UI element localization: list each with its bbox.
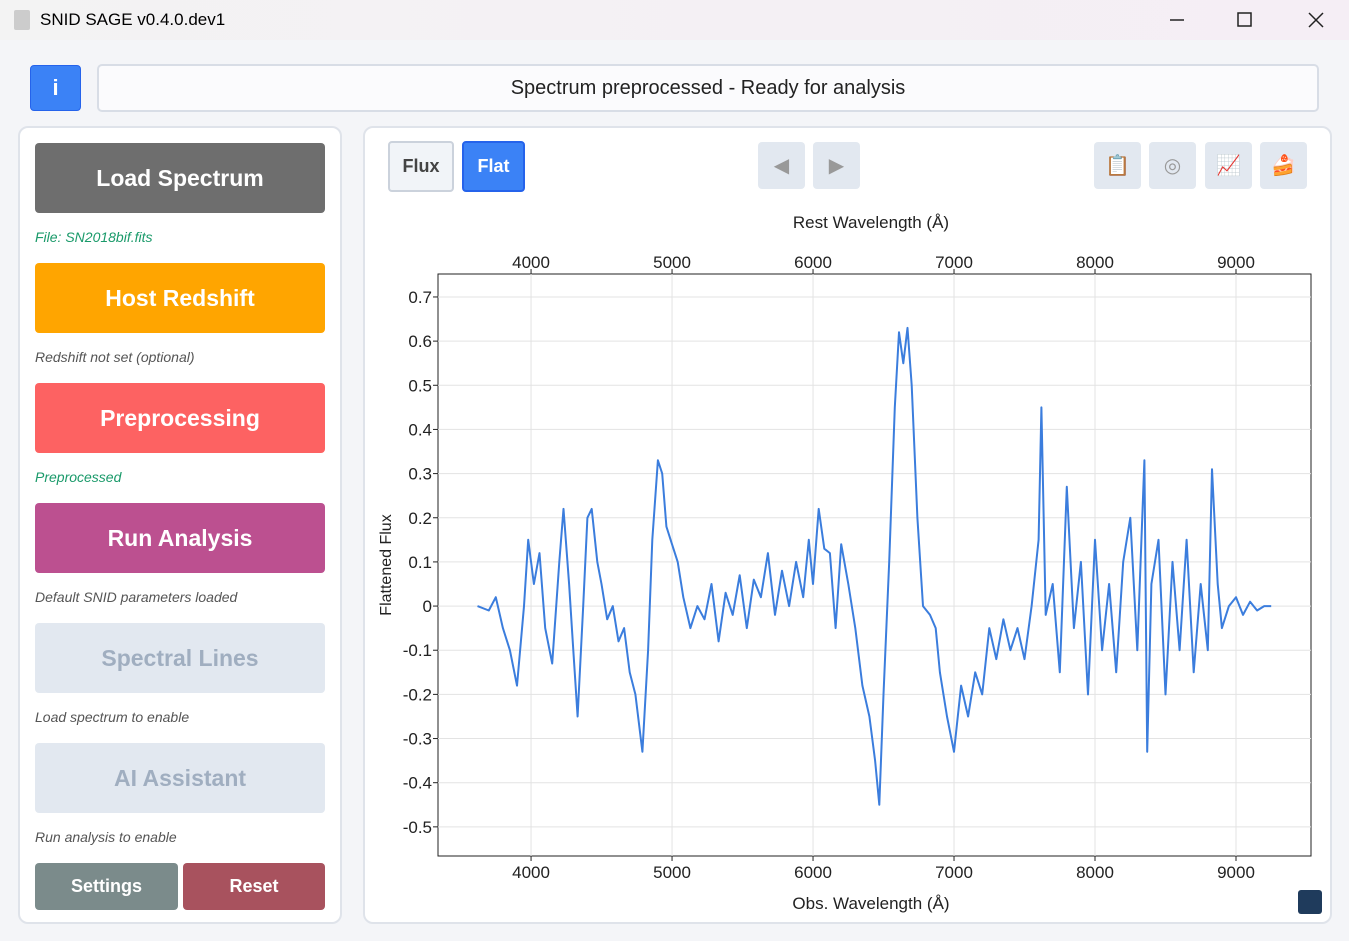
y-tick-label: 0.7 (408, 288, 432, 307)
step-button[interactable]: Host Redshift (35, 263, 325, 333)
x-axis-label: Obs. Wavelength (Å) (792, 894, 949, 913)
y-tick-label: -0.3 (403, 730, 432, 749)
x-tick-label: 8000 (1076, 863, 1114, 882)
y-tick-label: 0.1 (408, 553, 432, 572)
step-button[interactable]: Preprocessing (35, 383, 325, 453)
step-button[interactable]: Load Spectrum (35, 143, 325, 213)
x2-tick-label: 9000 (1217, 253, 1255, 272)
window-title: SNID SAGE v0.4.0.dev1 (40, 10, 226, 29)
step-button[interactable]: Spectral Lines (35, 623, 325, 693)
y-tick-label: 0.3 (408, 465, 432, 484)
status-bar: Spectrum preprocessed - Ready for analys… (97, 64, 1319, 112)
flux-toggle[interactable]: Flux (388, 141, 454, 192)
y-tick-label: -0.5 (403, 818, 432, 837)
x2-tick-label: 5000 (653, 253, 691, 272)
x2-tick-label: 8000 (1076, 253, 1114, 272)
step-status: Preprocessed (35, 469, 122, 485)
x-tick-label: 7000 (935, 863, 973, 882)
settings-button[interactable]: Settings (35, 863, 178, 910)
y-tick-label: 0.4 (408, 420, 432, 439)
y-tick-label: -0.2 (403, 685, 432, 704)
step-button[interactable]: Run Analysis (35, 503, 325, 573)
y-tick-label: -0.1 (403, 641, 432, 660)
cake-icon[interactable]: 🍰 (1260, 142, 1307, 189)
step-status: Load spectrum to enable (35, 709, 190, 725)
step-status: File: SN2018bif.fits (35, 229, 153, 245)
x-tick-label: 6000 (794, 863, 832, 882)
reset-button[interactable]: Reset (183, 863, 325, 910)
next-button[interactable]: ▶ (813, 142, 860, 189)
notes-icon[interactable]: 📋 (1094, 142, 1141, 189)
spectrum-line (477, 326, 1272, 806)
y-tick-label: 0.6 (408, 332, 432, 351)
window-controls[interactable] (1160, 8, 1340, 32)
x-tick-label: 4000 (512, 863, 550, 882)
x2-tick-label: 7000 (935, 253, 973, 272)
x2-tick-label: 6000 (794, 253, 832, 272)
step-button[interactable]: AI Assistant (35, 743, 325, 813)
app-icon (14, 10, 30, 30)
y-axis-label: Flattened Flux (378, 514, 395, 615)
plot-area (437, 273, 1312, 857)
x-tick-label: 5000 (653, 863, 691, 882)
y-tick-label: -0.4 (403, 774, 432, 793)
x2-tick-label: 4000 (512, 253, 550, 272)
info-button[interactable]: i (30, 65, 81, 111)
y-tick-label: 0 (423, 597, 432, 616)
step-status: Default SNID parameters loaded (35, 589, 238, 605)
y-tick-label: 0.5 (408, 376, 432, 395)
step-status: Redshift not set (optional) (35, 349, 195, 365)
x-tick-label: 9000 (1217, 863, 1255, 882)
save-icon[interactable] (1298, 890, 1322, 914)
target-icon[interactable]: ◎ (1149, 142, 1196, 189)
chart-icon[interactable]: 📈 (1205, 142, 1252, 189)
flat-toggle[interactable]: Flat (462, 141, 525, 192)
chart: Rest Wavelength (Å) Obs. Wavelength (Å) … (378, 213, 1312, 913)
prev-button[interactable]: ◀ (758, 142, 805, 189)
y-tick-label: 0.2 (408, 509, 432, 528)
title-bar: SNID SAGE v0.4.0.dev1 (0, 0, 1349, 40)
x2-axis-label: Rest Wavelength (Å) (793, 213, 949, 232)
step-status: Run analysis to enable (35, 829, 177, 845)
